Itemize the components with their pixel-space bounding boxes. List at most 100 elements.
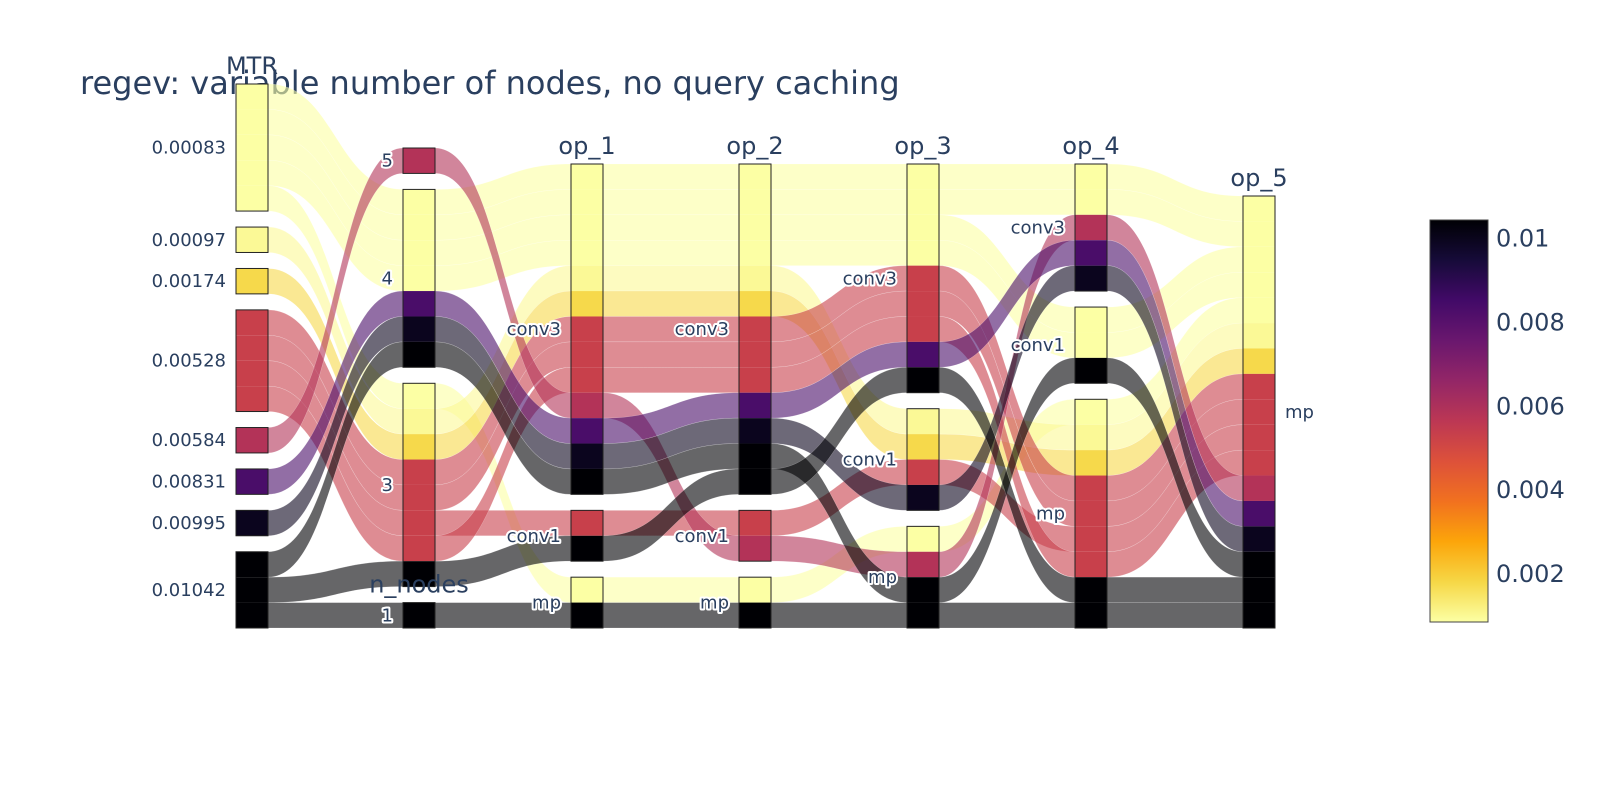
category-bar-op_4-conv1[interactable]: [1074, 306, 1108, 384]
category-bar-MTR-0.01042[interactable]: [235, 551, 269, 629]
bar-segment-op_2-conv1: [739, 510, 771, 536]
category-bar-MTR-0.00097[interactable]: [235, 226, 269, 253]
bar-segment-op_4-mp: [1075, 526, 1107, 552]
ribbon-record-1-segment-4[interactable]: [938, 189, 1076, 216]
bar-segment-op_5-mp: [1243, 526, 1275, 552]
bar-segment-op_2-mp: [739, 602, 771, 628]
bar-segment-op_2-conv3: [739, 164, 771, 190]
category-bar-op_3-conv3[interactable]: [906, 163, 940, 394]
bar-segment-op_3-conv3: [907, 341, 939, 368]
category-bar-op_1-conv3[interactable]: [570, 163, 604, 495]
ribbon-record-16-segment-3[interactable]: [770, 602, 908, 629]
bar-segment-MTR-0.00528: [236, 309, 268, 336]
bar-segment-op_1-conv3: [571, 418, 603, 444]
bar-segment-op_3-conv1: [907, 459, 939, 485]
category-label-op_1-conv1: conv1: [507, 526, 561, 547]
bar-segment-op_1-conv3: [571, 164, 603, 190]
bar-segment-n_nodes-5: [403, 148, 435, 174]
bar-segment-op_3-conv1: [907, 408, 939, 435]
colorbar-tick-label: 0.004: [1496, 476, 1565, 504]
category-label-MTR-0.01042: 0.01042: [152, 580, 226, 601]
bar-segment-op_5-mp: [1243, 450, 1275, 476]
category-bar-MTR-0.00831[interactable]: [235, 468, 269, 495]
dimension-title-op_3: op_3: [894, 132, 951, 160]
category-bar-op_4-conv3[interactable]: [1074, 163, 1108, 292]
ribbon-record-2-segment-3[interactable]: [770, 214, 908, 241]
bar-segment-MTR-0.00083: [236, 109, 268, 135]
bar-segment-op_5-mp: [1243, 373, 1275, 400]
category-bar-n_nodes-5[interactable]: [402, 147, 436, 174]
bar-segment-op_4-mp: [1075, 602, 1107, 628]
category-bar-MTR-0.00174[interactable]: [235, 267, 269, 295]
bar-segment-op_5-mp: [1243, 196, 1275, 222]
colorbar-tick-label: 0.006: [1496, 392, 1565, 420]
ribbon-record-3-segment-3[interactable]: [770, 239, 908, 266]
bar-segment-op_1-conv3: [571, 392, 603, 419]
ribbon-record-0-segment-3[interactable]: [770, 163, 908, 190]
ribbon-record-2-segment-2[interactable]: [602, 214, 740, 241]
bar-segment-op_1-conv3: [571, 367, 603, 393]
category-label-op_4-conv1: conv1: [1011, 335, 1065, 356]
ribbon-record-0-segment-2[interactable]: [602, 163, 740, 190]
bar-segment-op_3-mp: [907, 551, 939, 578]
ribbon-record-5-segment-2[interactable]: [602, 265, 740, 292]
category-bar-op_3-mp[interactable]: [906, 525, 940, 629]
category-bar-op_2-conv1[interactable]: [738, 509, 772, 562]
bar-segment-op_1-conv3: [571, 214, 603, 241]
bar-segment-op_1-conv3: [571, 443, 603, 469]
category-bar-op_1-mp[interactable]: [570, 576, 604, 629]
ribbon-record-0-segment-4[interactable]: [938, 163, 1076, 190]
category-label-n_nodes-4: 4: [382, 268, 393, 289]
category-bar-n_nodes-1[interactable]: [402, 602, 436, 629]
category-label-op_3-conv3: conv3: [843, 268, 897, 289]
bar-segment-n_nodes-3: [403, 484, 435, 511]
bar-segment-n_nodes-4: [403, 316, 435, 342]
category-bar-op_2-mp[interactable]: [738, 576, 772, 629]
ribbon-record-15-segment-5[interactable]: [1106, 576, 1244, 603]
bar-segment-MTR-0.01042: [236, 602, 268, 628]
bar-segment-op_3-mp: [907, 577, 939, 603]
bar-segment-op_3-conv3: [907, 164, 939, 190]
bar-segment-op_5-mp: [1243, 246, 1275, 273]
ribbon-record-6-segment-2[interactable]: [602, 290, 740, 317]
category-label-MTR-0.00174: 0.00174: [152, 271, 226, 292]
colorbar: 0.002 0.004 0.006 0.008 0.01: [1429, 219, 1565, 623]
category-bar-op_2-conv3[interactable]: [738, 163, 772, 495]
category-bar-op_3-conv1[interactable]: [906, 408, 940, 511]
category-bar-op_1-conv1[interactable]: [570, 509, 604, 562]
category-bar-n_nodes-3[interactable]: [402, 382, 436, 588]
bar-segment-op_3-conv3: [907, 316, 939, 342]
dimension-title-op_2: op_2: [726, 132, 783, 160]
colorbar-gradient: [1429, 219, 1489, 623]
category-bar-op_4-mp[interactable]: [1074, 398, 1108, 629]
category-bar-MTR-0.00995[interactable]: [235, 509, 269, 537]
ribbon-record-8-segment-2[interactable]: [602, 341, 740, 368]
ribbon-record-3-segment-2[interactable]: [602, 239, 740, 266]
bar-segment-op_1-conv3: [571, 291, 603, 317]
ribbon-record-10-segment-2[interactable]: [602, 367, 740, 393]
bar-segment-op_4-mp: [1075, 450, 1107, 476]
bar-segment-MTR-0.00995: [236, 510, 268, 536]
colorbar-tick-label: 0.002: [1496, 560, 1565, 588]
category-bar-MTR-0.00528[interactable]: [235, 309, 269, 413]
bar-segment-op_5-mp: [1243, 475, 1275, 501]
category-bar-MTR-0.00083[interactable]: [235, 83, 269, 212]
ribbon-record-1-segment-3[interactable]: [770, 189, 908, 216]
category-label-op_3-conv1: conv1: [843, 450, 897, 471]
bar-segment-op_2-conv3: [739, 240, 771, 266]
bar-segment-op_2-conv3: [739, 367, 771, 393]
category-label-MTR-0.00995: 0.00995: [152, 513, 226, 534]
ribbon-record-16-segment-4[interactable]: [938, 602, 1076, 629]
ribbon-record-16-segment-5[interactable]: [1106, 602, 1244, 629]
bar-segment-op_3-conv3: [907, 291, 939, 317]
dimension-title-op_1: op_1: [558, 132, 615, 160]
category-label-MTR-0.00528: 0.00528: [152, 351, 226, 372]
category-bar-MTR-0.00584[interactable]: [235, 427, 269, 454]
bar-segment-op_3-conv1: [907, 434, 939, 460]
ribbon-record-1-segment-2[interactable]: [602, 189, 740, 216]
bar-segment-MTR-0.01042: [236, 551, 268, 578]
bar-segment-n_nodes-4: [403, 291, 435, 317]
category-bar-n_nodes-4[interactable]: [402, 188, 436, 368]
category-bar-op_5-mp[interactable]: [1242, 195, 1276, 629]
